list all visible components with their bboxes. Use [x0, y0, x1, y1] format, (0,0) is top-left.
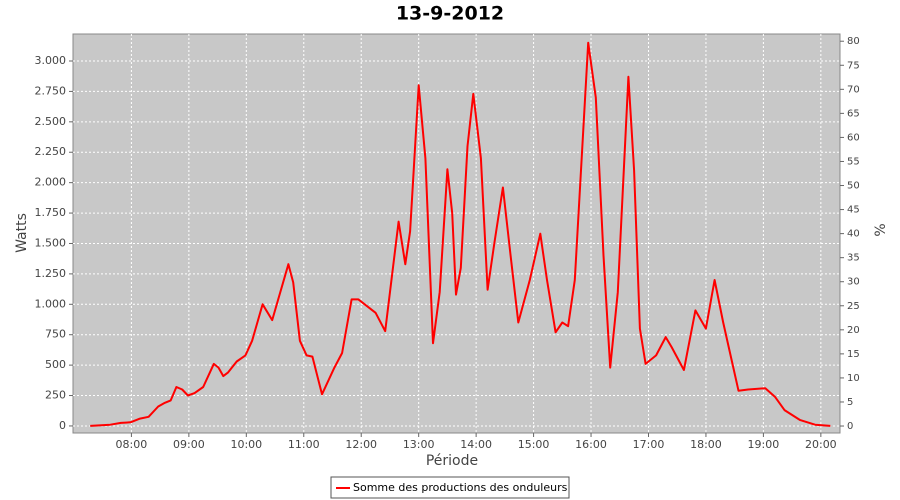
y-tick-label: 0: [59, 419, 66, 432]
y2-tick-label: 75: [847, 60, 860, 71]
y2-tick-label: 20: [847, 325, 860, 336]
y-tick-label: 2.250: [35, 145, 67, 158]
legend-label: Somme des productions des onduleurs: [353, 481, 568, 494]
y-tick-label: 2.500: [35, 115, 67, 128]
y-tick-label: 3.000: [35, 54, 67, 67]
y-tick-label: 2.000: [35, 176, 67, 189]
y-tick-label: 1.000: [35, 297, 67, 310]
y2-tick-label: 15: [847, 349, 860, 360]
x-tick-label: 16:00: [575, 438, 607, 451]
y-tick-label: 250: [45, 389, 66, 402]
y2-tick-label: 80: [847, 36, 860, 47]
y2-axis-label: %: [873, 223, 889, 236]
x-tick-label: 15:00: [518, 438, 550, 451]
chart-title: 13-9-2012: [396, 3, 504, 25]
x-tick-label: 18:00: [690, 438, 722, 451]
x-tick-label: 13:00: [403, 438, 435, 451]
y-tick-label: 500: [45, 358, 66, 371]
x-tick-label: 19:00: [748, 438, 780, 451]
y2-tick-label: 55: [847, 156, 860, 167]
y2-tick-label: 40: [847, 229, 860, 240]
y2-tick-label: 45: [847, 205, 860, 216]
y-axis-label: Watts: [14, 213, 30, 253]
y-tick-label: 750: [45, 328, 66, 341]
y2-tick-label: 70: [847, 84, 860, 95]
y2-tick-label: 30: [847, 277, 860, 288]
y2-tick-label: 35: [847, 253, 860, 264]
y2-tick-label: 0: [847, 421, 853, 432]
y2-tick-label: 65: [847, 108, 860, 119]
y2-tick-label: 50: [847, 181, 860, 192]
x-tick-label: 17:00: [633, 438, 665, 451]
y-tick-label: 1.750: [35, 206, 67, 219]
x-tick-label: 12:00: [345, 438, 377, 451]
y-tick-label: 1.250: [35, 267, 67, 280]
x-tick-label: 14:00: [460, 438, 492, 451]
legend-box: [330, 476, 570, 499]
y-tick-label: 2.750: [35, 84, 67, 97]
y2-tick-label: 60: [847, 132, 860, 143]
plot-area: [72, 33, 841, 434]
x-tick-label: 10:00: [230, 438, 262, 451]
y2-tick-label: 25: [847, 301, 860, 312]
x-tick-label: 20:00: [805, 438, 837, 451]
x-tick-label: 09:00: [173, 438, 205, 451]
y2-tick-label: 5: [847, 397, 853, 408]
y2-tick-label: 10: [847, 373, 860, 384]
line-series: [90, 41, 831, 427]
x-tick-label: 08:00: [116, 438, 148, 451]
x-axis-label: Période: [426, 453, 478, 469]
y-tick-label: 1.500: [35, 236, 67, 249]
x-tick-label: 11:00: [288, 438, 320, 451]
legend: Somme des productions des onduleurs: [330, 476, 570, 499]
